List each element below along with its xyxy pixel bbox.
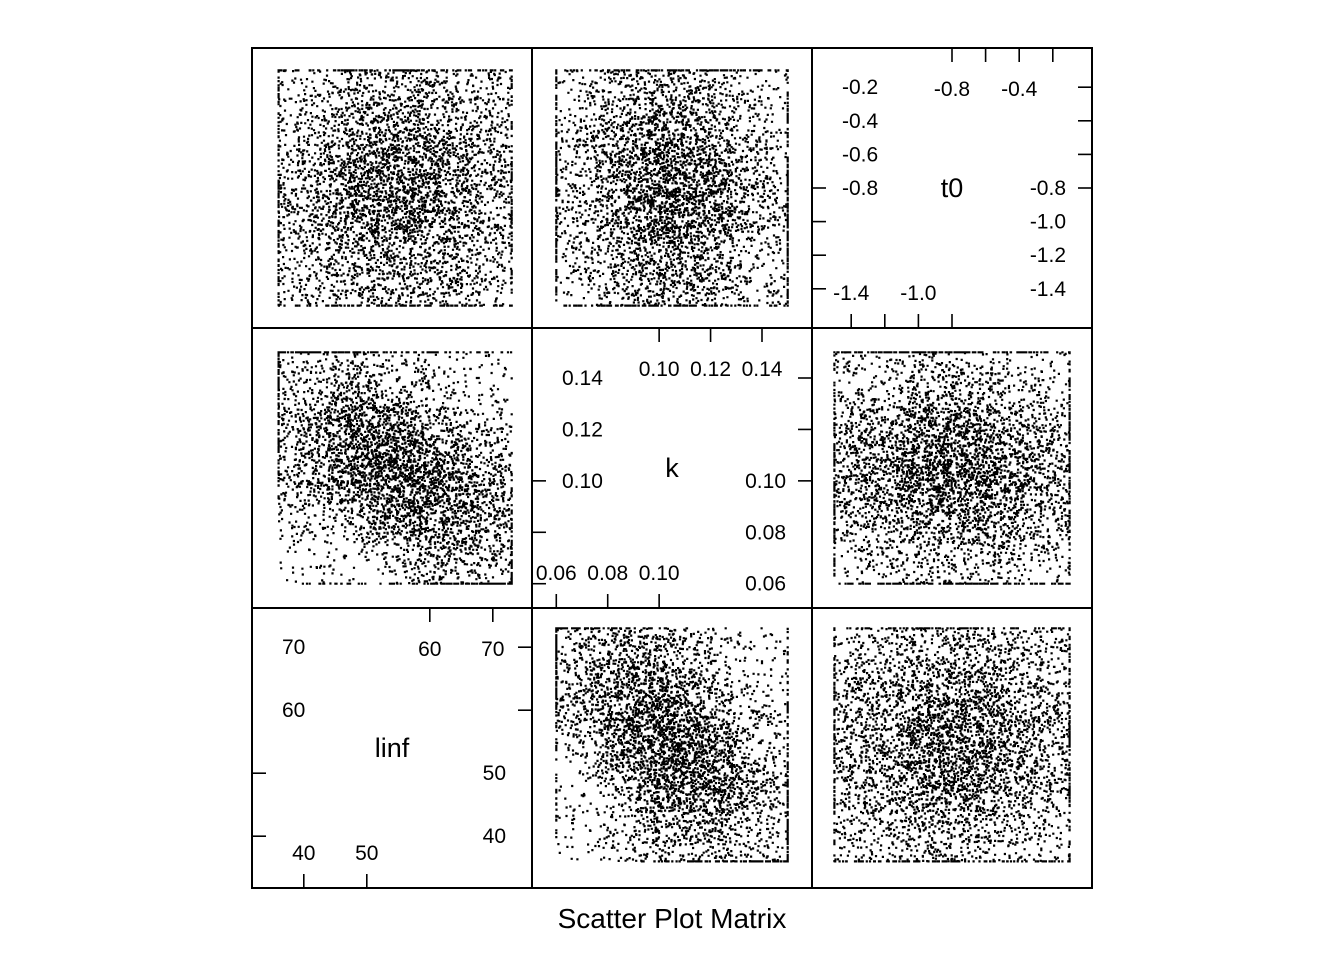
- panel-frame-r2-c2: [811, 607, 1093, 889]
- panels-layer: [251, 47, 1093, 889]
- tick-label-k-bottom-2: 0.10: [639, 562, 680, 585]
- tick-label-k-left-2: 0.14: [562, 367, 603, 390]
- tick-label-linf-top-1: 70: [481, 638, 504, 661]
- tick-label-linf-left-0: 60: [282, 699, 305, 722]
- scatter-linf-vs-k: [277, 351, 513, 585]
- tick-label-k-left-1: 0.12: [562, 418, 603, 441]
- x-axis-label: Scatter Plot Matrix: [558, 903, 787, 934]
- variable-label-k: k: [665, 453, 679, 483]
- axes-layer: linf 40 50 60 70 60 70 40 50 k 0.06 0.08 0.10 0.10 0.1…: [252, 48, 1092, 888]
- tick-label-linf-left-1: 70: [282, 636, 305, 659]
- tick-label-linf-bottom-0: 40: [292, 842, 315, 865]
- scatter-t0-vs-k: [833, 351, 1071, 585]
- tick-label-t0-top-2: -0.4: [1001, 78, 1038, 101]
- tick-label-t0-right-2: -1.0: [1030, 211, 1066, 234]
- tick-label-linf-top-0: 60: [418, 638, 441, 661]
- variable-label-linf: linf: [375, 733, 410, 763]
- tick-label-k-right-2: 0.10: [745, 470, 786, 493]
- tick-label-t0-right-0: -1.4: [1030, 278, 1067, 301]
- tick-label-t0-left-3: -0.2: [842, 76, 878, 99]
- scatter-linf-vs-t0: [277, 69, 513, 307]
- tick-label-t0-left-1: -0.6: [842, 143, 878, 166]
- tick-label-k-bottom-1: 0.08: [587, 562, 628, 585]
- tick-label-k-bottom-0: 0.06: [536, 562, 577, 585]
- tick-label-k-right-1: 0.08: [745, 521, 786, 544]
- tick-label-t0-right-1: -1.2: [1030, 244, 1066, 267]
- tick-label-t0-left-2: -0.4: [842, 110, 879, 133]
- tick-label-k-top-0: 0.10: [639, 358, 680, 381]
- tick-label-k-top-1: 0.12: [690, 358, 731, 381]
- tick-label-k-left-0: 0.10: [562, 470, 603, 493]
- scatter-t0-vs-linf: [833, 627, 1071, 863]
- tick-label-t0-bottom-2: -1.0: [900, 282, 936, 305]
- scatter-k-vs-linf: [555, 627, 789, 863]
- points-layer: [277, 69, 1071, 863]
- tick-label-linf-right-1: 50: [483, 762, 506, 785]
- tick-label-k-top-2: 0.14: [742, 358, 783, 381]
- tick-label-k-right-0: 0.06: [745, 573, 786, 596]
- tick-label-t0-left-0: -0.8: [842, 177, 878, 200]
- tick-label-t0-top-0: -0.8: [934, 78, 970, 101]
- tick-label-linf-right-0: 40: [483, 825, 506, 848]
- tick-label-linf-bottom-1: 50: [355, 842, 378, 865]
- variable-label-t0: t0: [941, 173, 964, 203]
- tick-label-t0-bottom-0: -1.4: [833, 282, 870, 305]
- tick-label-t0-right-3: -0.8: [1030, 177, 1066, 200]
- scatter-k-vs-t0: [555, 69, 789, 307]
